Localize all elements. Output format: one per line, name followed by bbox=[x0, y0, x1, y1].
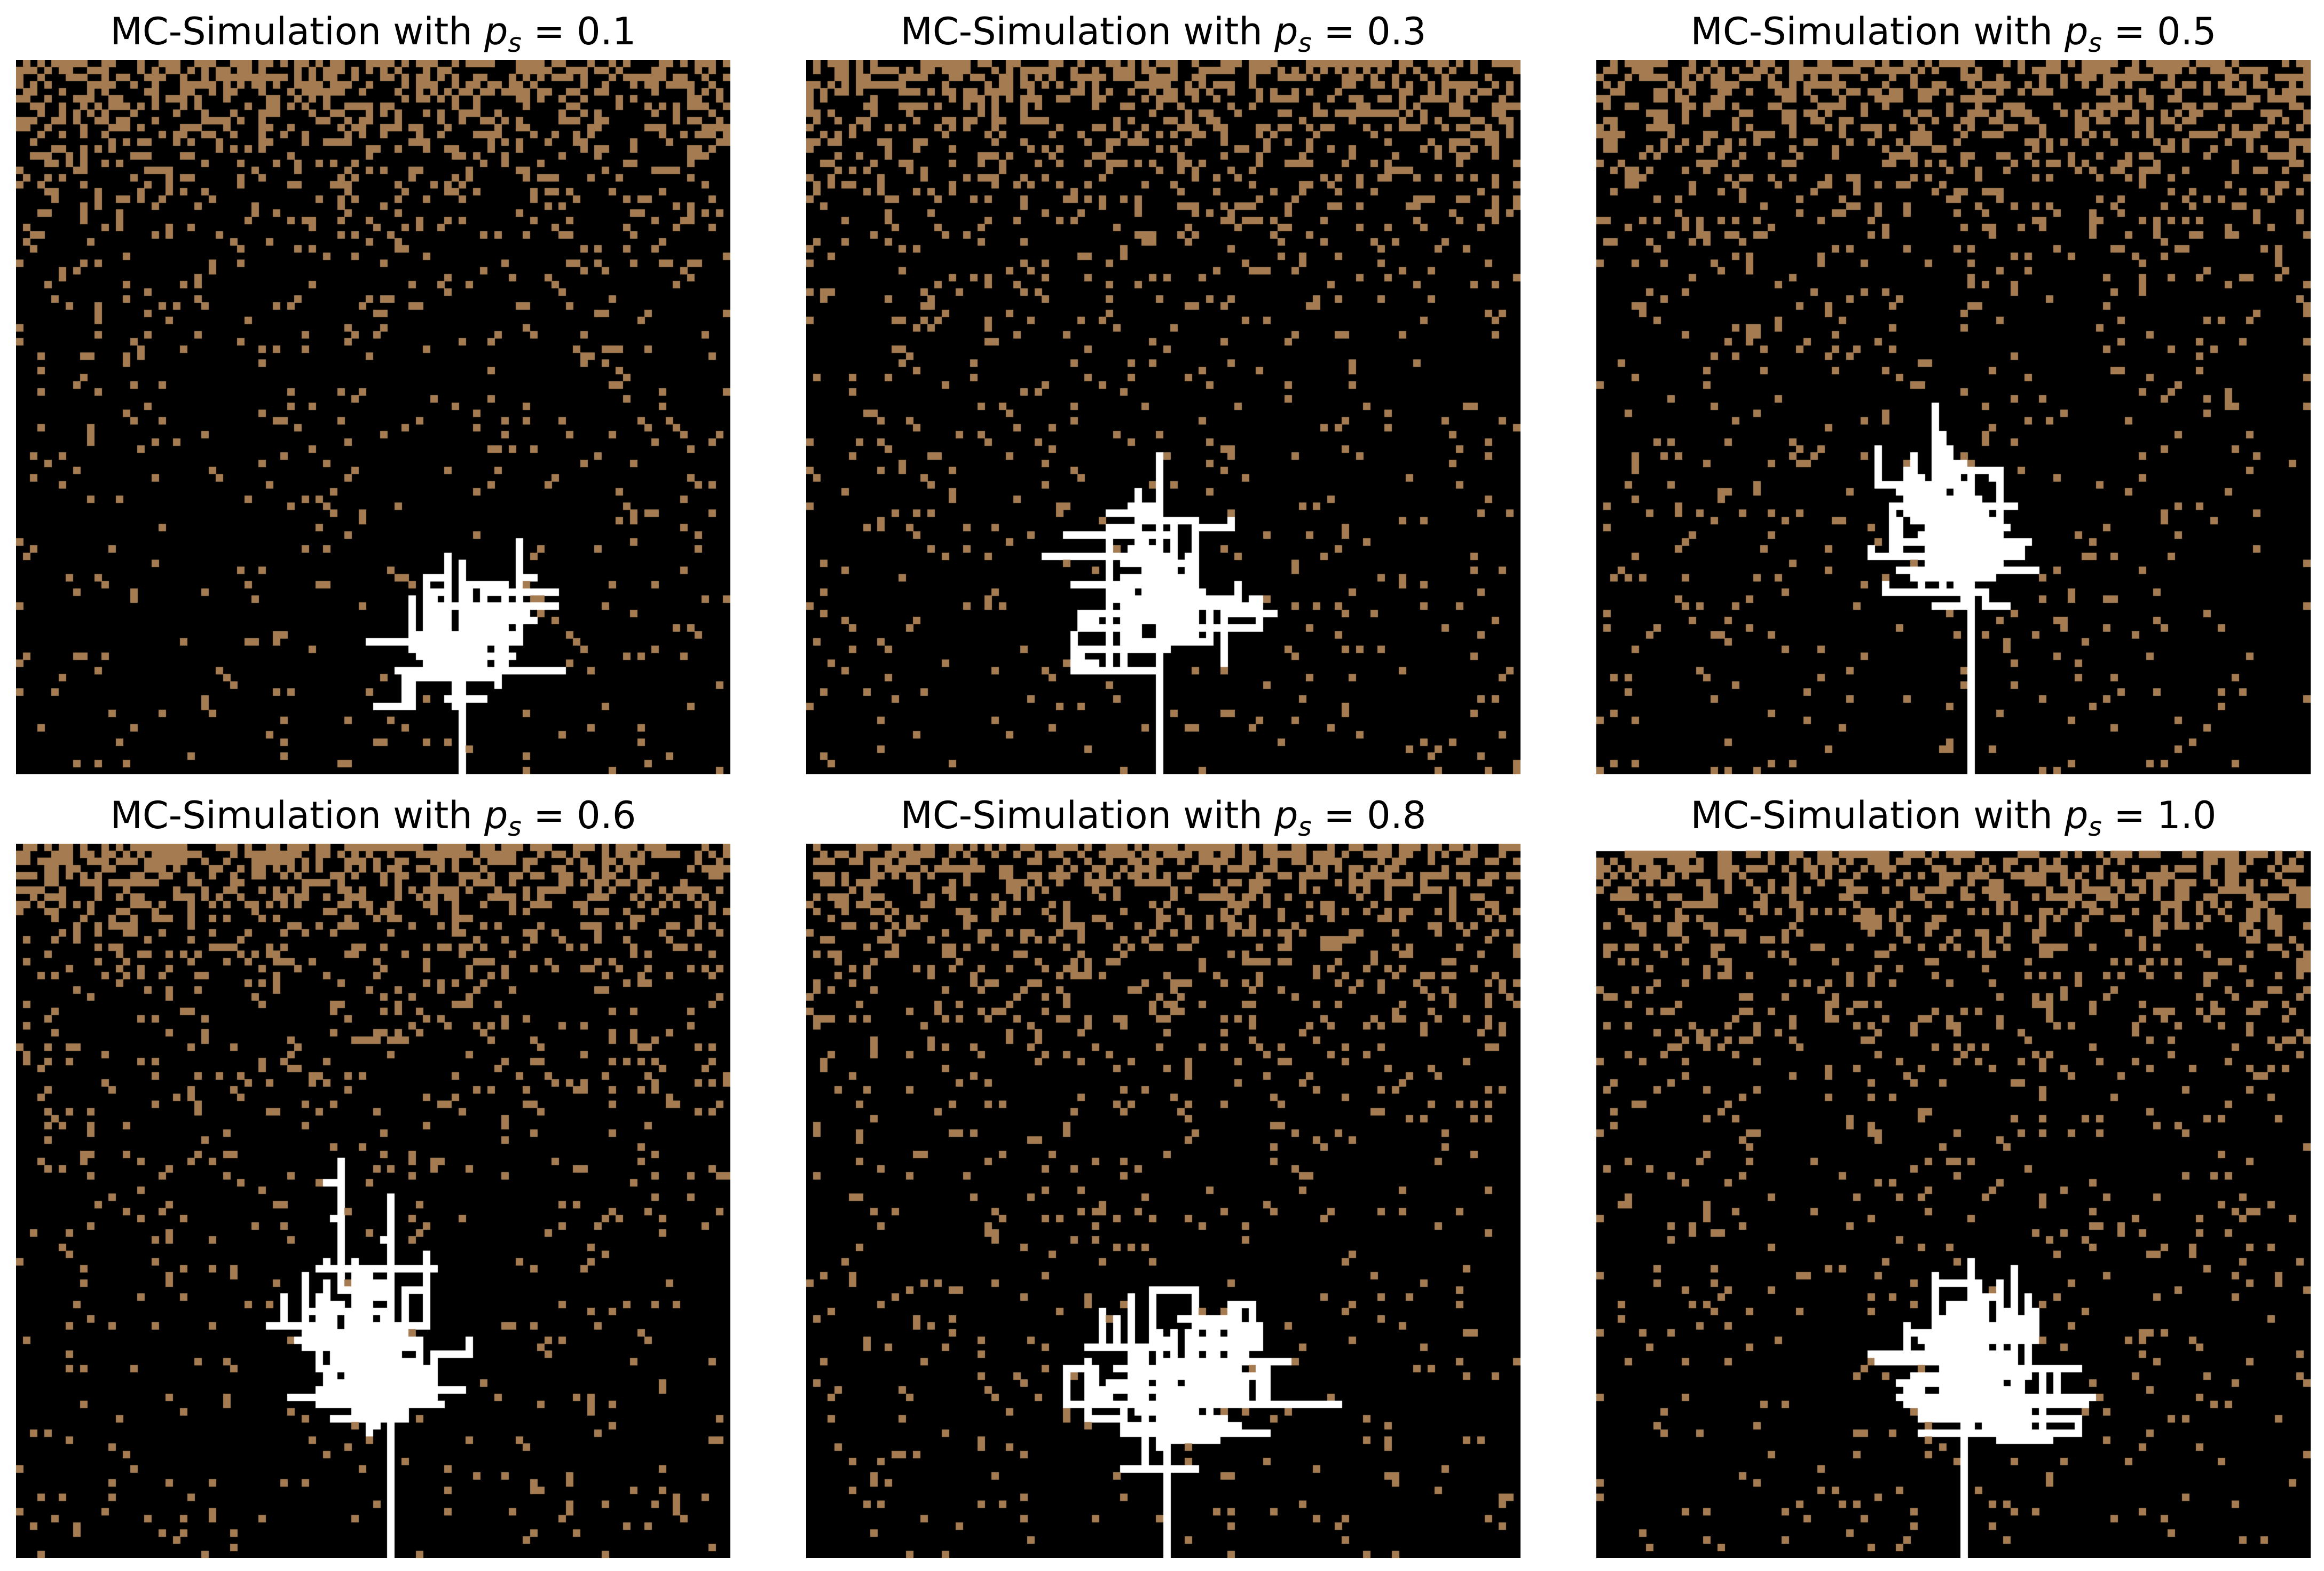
panel-title: MC-Simulation with ps = 0.3 bbox=[806, 13, 1521, 56]
relation-sign: = bbox=[2114, 794, 2145, 837]
dla-grid bbox=[16, 60, 730, 774]
relation-sign: = bbox=[533, 794, 565, 837]
dla-grid bbox=[1596, 844, 2311, 1558]
param-value: 0.3 bbox=[1367, 10, 1427, 53]
dla-grid bbox=[806, 844, 1521, 1558]
title-prefix: MC-Simulation with bbox=[900, 10, 1263, 53]
title-prefix: MC-Simulation with bbox=[1690, 794, 2053, 837]
panel-4: MC-Simulation with ps = 0.6 bbox=[16, 795, 730, 1558]
param-value: 0.1 bbox=[577, 10, 636, 53]
panel-title: MC-Simulation with ps = 0.5 bbox=[1596, 13, 2311, 56]
param-subscript: s bbox=[2088, 812, 2102, 842]
param-value: 0.6 bbox=[577, 794, 636, 837]
relation-sign: = bbox=[2114, 10, 2145, 53]
relation-sign: = bbox=[1324, 794, 1355, 837]
dla-grid bbox=[806, 60, 1521, 774]
title-prefix: MC-Simulation with bbox=[110, 10, 472, 53]
param-subscript: s bbox=[1298, 812, 1312, 842]
panel-title: MC-Simulation with ps = 0.8 bbox=[806, 797, 1521, 840]
title-prefix: MC-Simulation with bbox=[110, 794, 472, 837]
dla-grid bbox=[16, 844, 730, 1558]
param-value: 1.0 bbox=[2157, 794, 2217, 837]
param-subscript: s bbox=[508, 812, 522, 842]
panel-6: MC-Simulation with ps = 1.0 bbox=[1596, 795, 2311, 1558]
param-subscript: s bbox=[508, 28, 522, 58]
param-symbol: p bbox=[484, 794, 508, 837]
param-symbol: p bbox=[1274, 10, 1298, 53]
panel-title: MC-Simulation with ps = 0.6 bbox=[16, 797, 730, 840]
param-subscript: s bbox=[1298, 28, 1312, 58]
param-symbol: p bbox=[2064, 794, 2089, 837]
param-symbol: p bbox=[2064, 10, 2089, 53]
param-value: 0.8 bbox=[1367, 794, 1427, 837]
param-value: 0.5 bbox=[2157, 10, 2217, 53]
panel-title: MC-Simulation with ps = 1.0 bbox=[1596, 797, 2311, 840]
panel-2: MC-Simulation with ps = 0.3 bbox=[806, 11, 1521, 774]
panel-1: MC-Simulation with ps = 0.1 bbox=[16, 11, 730, 774]
relation-sign: = bbox=[533, 10, 565, 53]
panel-5: MC-Simulation with ps = 0.8 bbox=[806, 795, 1521, 1558]
panel-title: MC-Simulation with ps = 0.1 bbox=[16, 13, 730, 56]
param-symbol: p bbox=[1274, 794, 1298, 837]
param-subscript: s bbox=[2088, 28, 2102, 58]
dla-grid bbox=[1596, 60, 2311, 774]
title-prefix: MC-Simulation with bbox=[900, 794, 1263, 837]
relation-sign: = bbox=[1324, 10, 1355, 53]
title-prefix: MC-Simulation with bbox=[1690, 10, 2053, 53]
param-symbol: p bbox=[484, 10, 508, 53]
panel-3: MC-Simulation with ps = 0.5 bbox=[1596, 11, 2311, 774]
